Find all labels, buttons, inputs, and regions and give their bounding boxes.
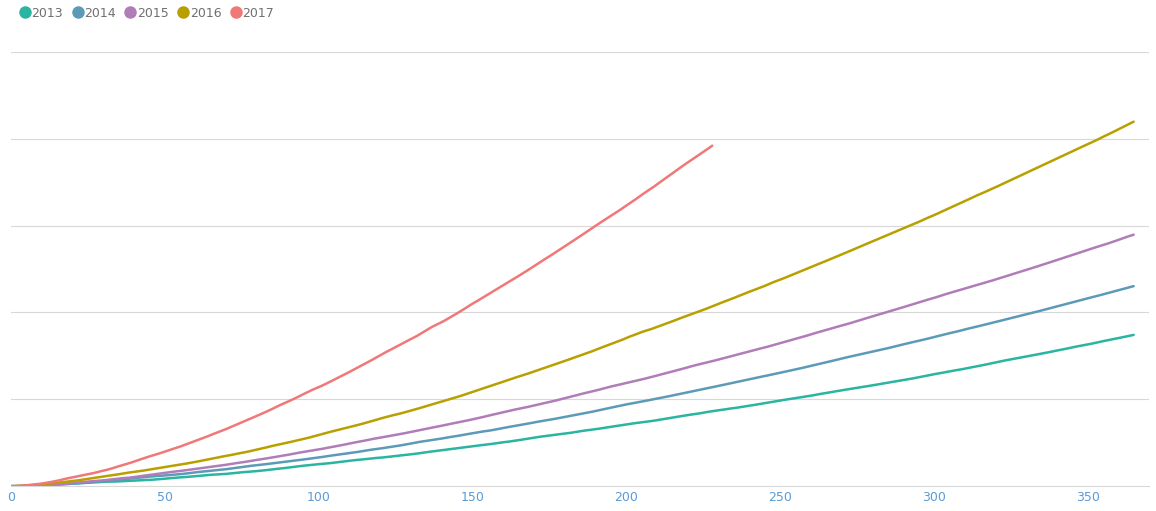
Legend: 2013, 2014, 2015, 2016, 2017: 2013, 2014, 2015, 2016, 2017 [17, 2, 280, 25]
